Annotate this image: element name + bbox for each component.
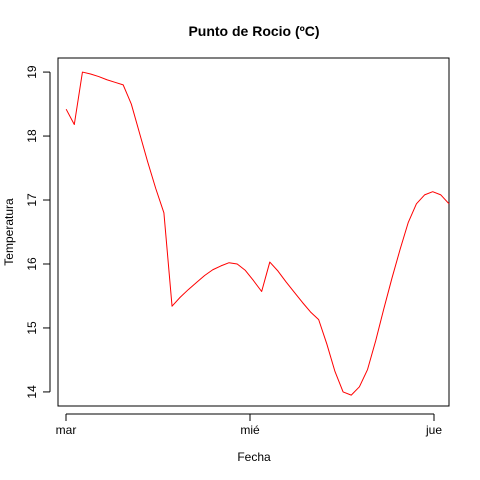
y-tick-label: 16 xyxy=(25,257,39,271)
x-tick-label: mar xyxy=(56,423,77,437)
plot-frame xyxy=(57,57,450,407)
y-tick-label: 17 xyxy=(25,193,39,207)
y-axis: 14 15 16 17 18 19 xyxy=(25,65,51,399)
y-tick-label: 14 xyxy=(25,385,39,399)
x-tick-label: jue xyxy=(425,423,442,437)
x-axis: mar mié jue xyxy=(56,413,442,437)
y-tick-label: 15 xyxy=(25,321,39,335)
x-tick-label: mié xyxy=(240,423,260,437)
chart-title: Punto de Rocio (ºC) xyxy=(188,23,319,39)
y-tick-label: 19 xyxy=(25,65,39,79)
series-layer xyxy=(65,71,450,396)
y-tick-label: 18 xyxy=(25,129,39,143)
x-axis-label: Fecha xyxy=(237,450,271,464)
y-axis-label: Temperatura xyxy=(2,198,16,266)
series-line xyxy=(65,71,450,396)
